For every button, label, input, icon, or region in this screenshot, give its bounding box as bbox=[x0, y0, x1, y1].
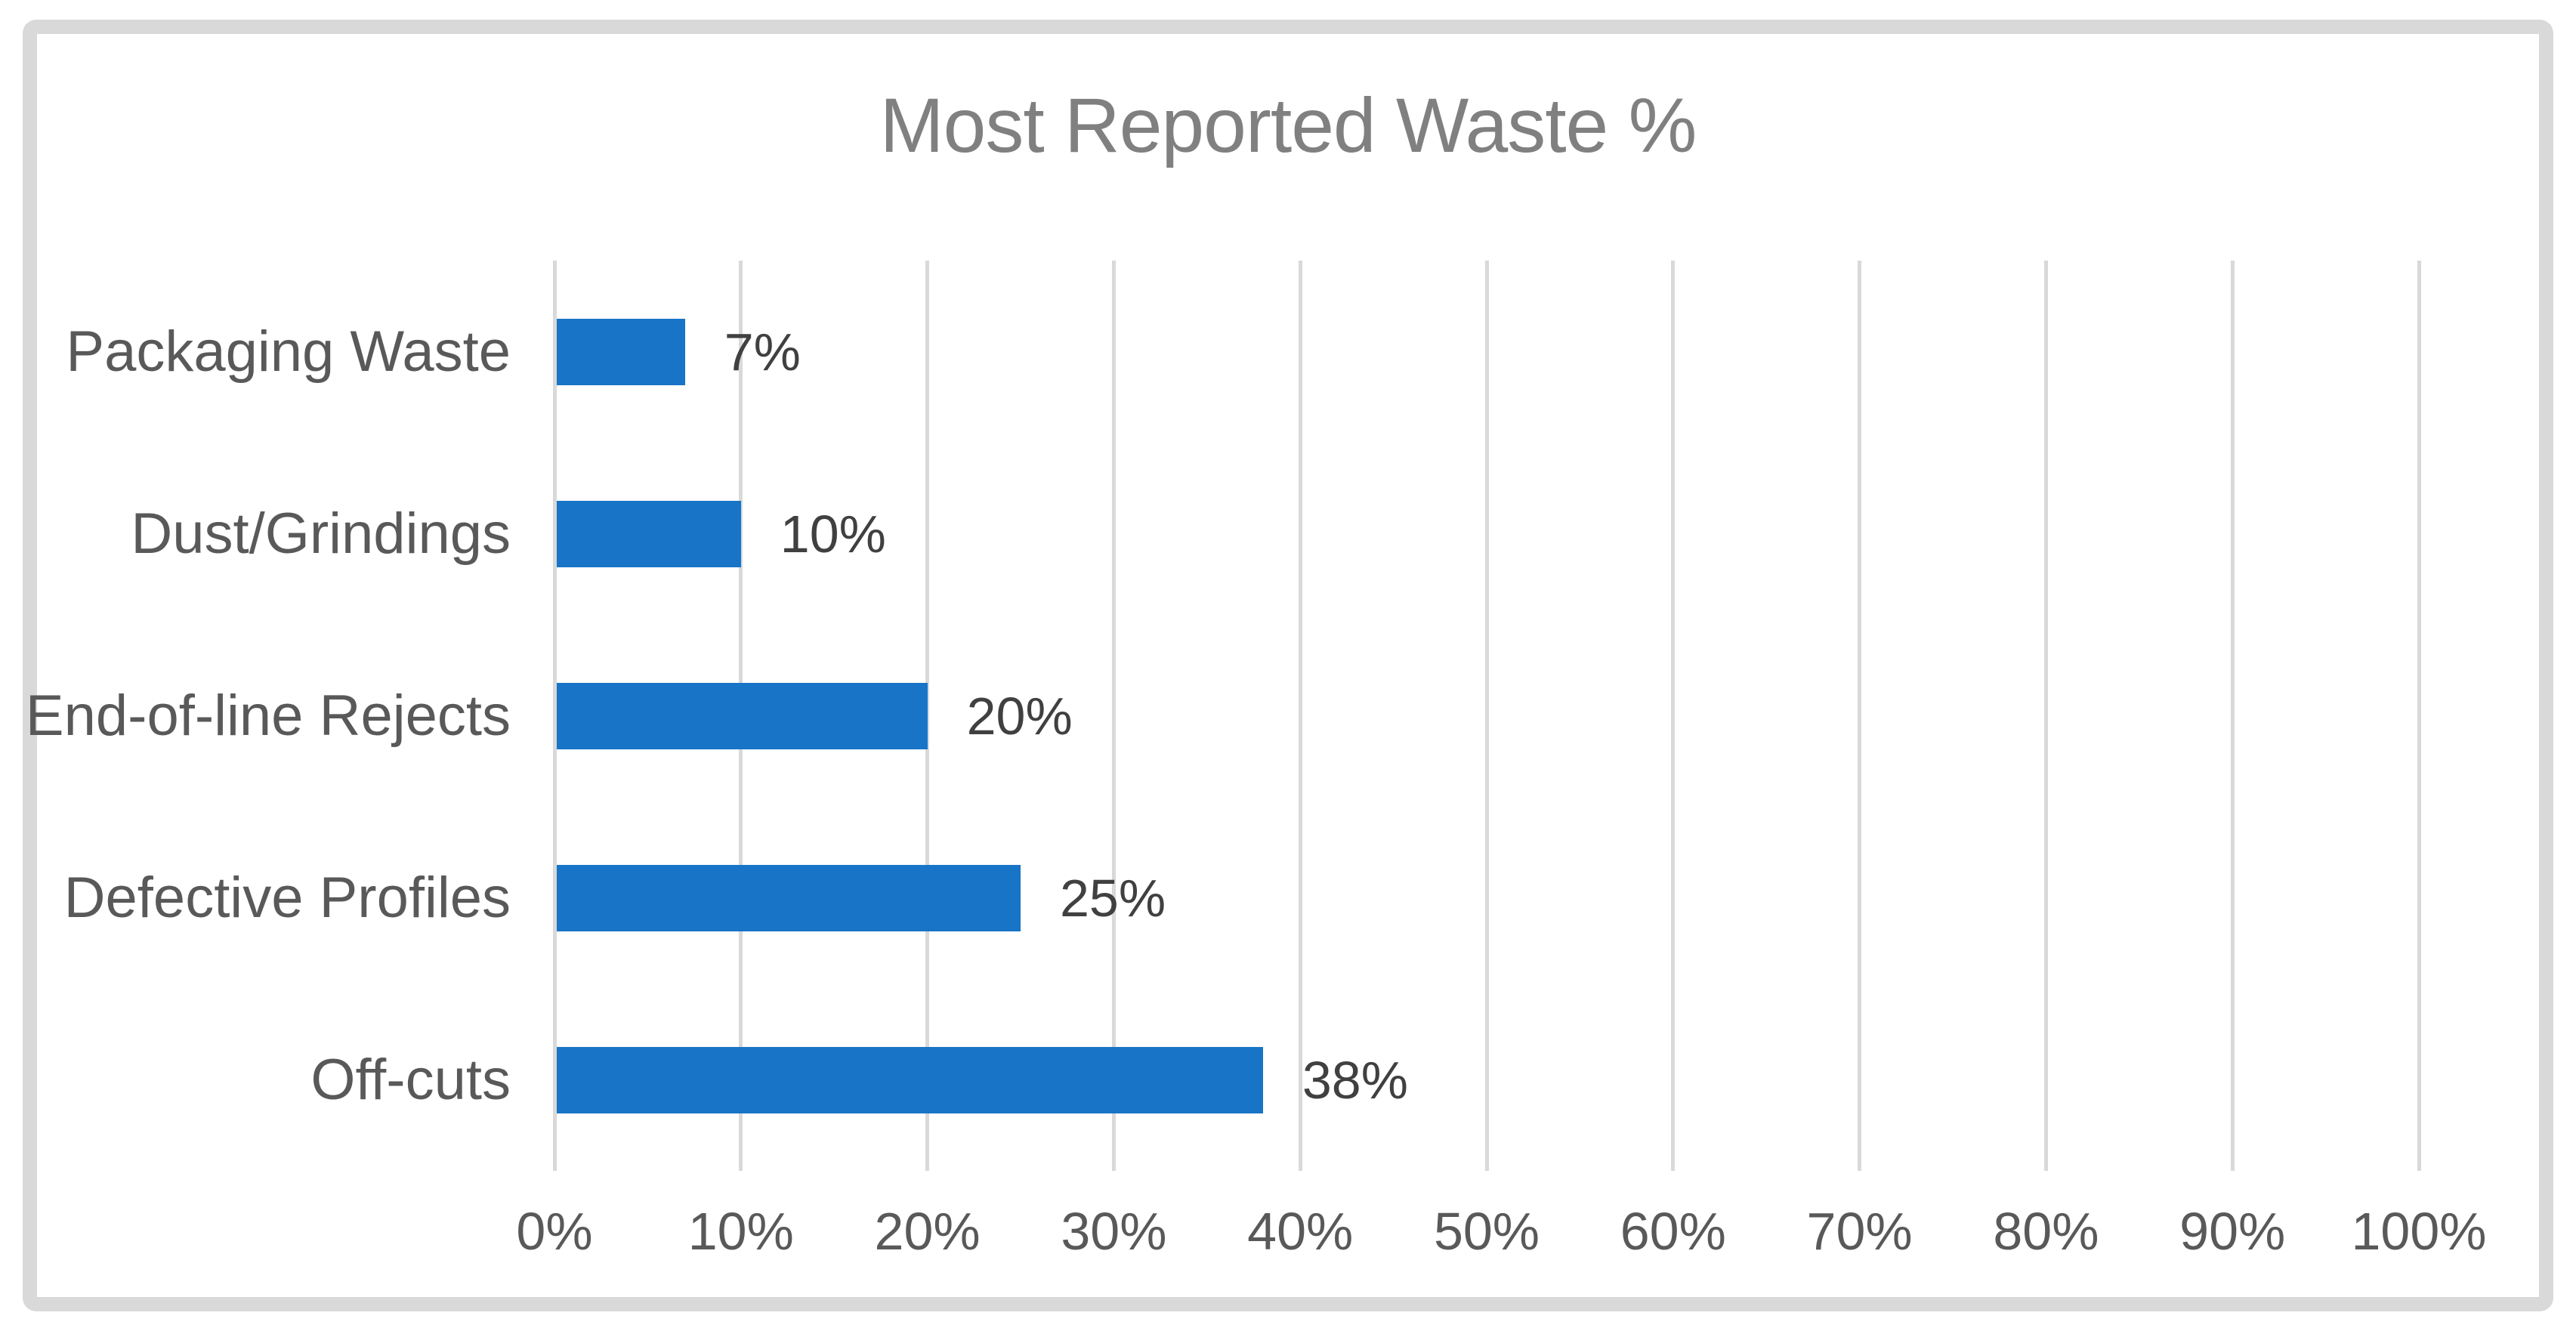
gridline-20 bbox=[925, 261, 930, 1171]
gridline-0 bbox=[552, 261, 557, 1171]
gridline-50 bbox=[1484, 261, 1489, 1171]
gridline-60 bbox=[1671, 261, 1676, 1171]
value-label: 7% bbox=[724, 322, 801, 381]
category-label: Packaging Waste bbox=[66, 319, 511, 384]
x-axis-tick-label: 30% bbox=[1061, 1202, 1167, 1261]
value-label: 10% bbox=[780, 504, 886, 564]
value-label: 25% bbox=[1060, 868, 1166, 928]
gridline-30 bbox=[1111, 261, 1116, 1171]
x-axis-tick-label: 90% bbox=[2179, 1202, 2286, 1261]
gridline-90 bbox=[2230, 261, 2235, 1171]
category-label: Dust/Grindings bbox=[131, 501, 511, 566]
x-axis-tick-label: 10% bbox=[687, 1202, 794, 1261]
x-axis-tick-label: 0% bbox=[516, 1202, 593, 1261]
category-label: Defective Profiles bbox=[63, 865, 511, 930]
x-axis-tick-label: 60% bbox=[1620, 1202, 1726, 1261]
x-axis-tick-label: 40% bbox=[1247, 1202, 1354, 1261]
bar[interactable] bbox=[557, 682, 928, 749]
bar[interactable] bbox=[557, 318, 685, 385]
gridline-100 bbox=[2417, 261, 2421, 1171]
bar[interactable] bbox=[557, 1046, 1263, 1113]
x-axis-tick-label: 70% bbox=[1806, 1202, 1913, 1261]
x-axis-tick-label: 80% bbox=[1993, 1202, 2099, 1261]
x-axis-tick-label: 100% bbox=[2351, 1202, 2487, 1261]
value-label: 20% bbox=[966, 686, 1073, 746]
bar[interactable] bbox=[557, 864, 1021, 931]
x-axis-tick-label: 50% bbox=[1433, 1202, 1540, 1261]
category-label: End-of-line Rejects bbox=[25, 683, 511, 748]
x-axis-tick-label: 20% bbox=[874, 1202, 981, 1261]
chart-title[interactable]: Most Reported Waste % bbox=[879, 82, 1697, 168]
gridline-80 bbox=[2043, 261, 2048, 1171]
category-label: Off-cuts bbox=[310, 1047, 511, 1112]
bar[interactable] bbox=[557, 500, 741, 567]
chart-frame[interactable] bbox=[23, 20, 2553, 1311]
gridline-70 bbox=[1858, 261, 1862, 1171]
value-label: 38% bbox=[1302, 1050, 1408, 1110]
gridline-40 bbox=[1298, 261, 1302, 1171]
